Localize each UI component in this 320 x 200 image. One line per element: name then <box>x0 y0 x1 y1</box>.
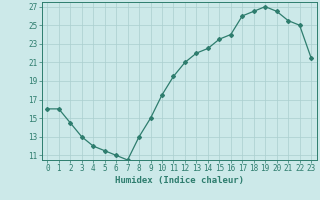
X-axis label: Humidex (Indice chaleur): Humidex (Indice chaleur) <box>115 176 244 185</box>
